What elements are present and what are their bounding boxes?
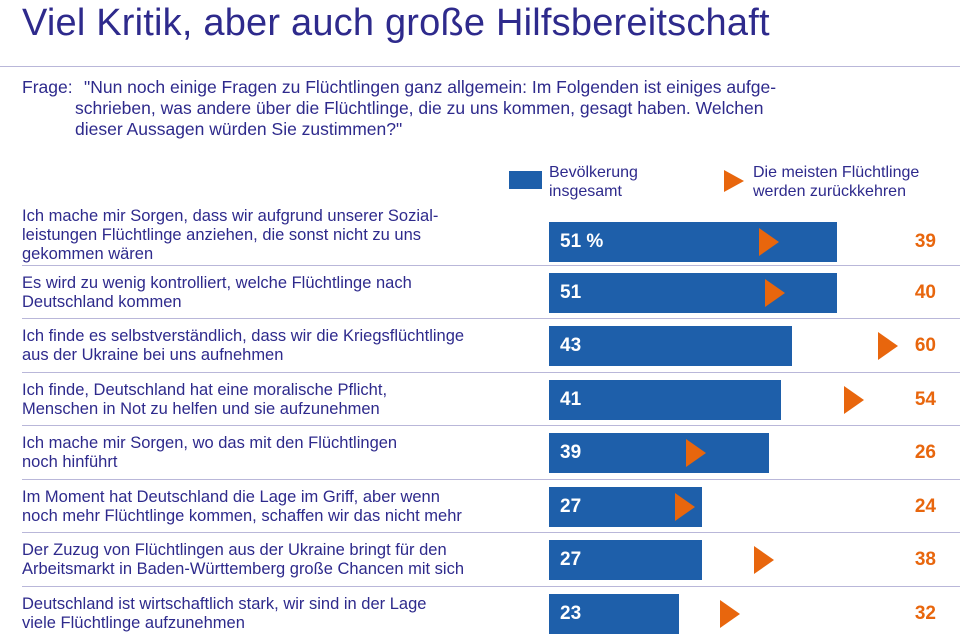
bar-value-label: 23 [560, 603, 582, 624]
bar [549, 326, 792, 366]
bar-value-label: 51 % [560, 231, 604, 252]
chart-title: Viel Kritik, aber auch große Hilfsbereit… [22, 2, 770, 44]
marker-triangle [765, 279, 785, 307]
category-label: Der Zuzug von Flüchtlingen aus der Ukrai… [22, 541, 447, 559]
bar-value-label: 27 [560, 549, 582, 570]
bar [549, 273, 838, 313]
bar-value-label: 51 [560, 282, 582, 303]
marker-value-label: 32 [914, 603, 936, 624]
category-label: noch mehr Flüchtlinge kommen, schaffen w… [22, 507, 462, 525]
row-divider [22, 586, 960, 587]
category-label: Ich mache mir Sorgen, wo das mit den Flü… [22, 434, 398, 452]
marker-value-label: 54 [914, 389, 936, 410]
marker-triangle [719, 600, 740, 628]
marker-value-label: 24 [914, 496, 936, 517]
category-label: Deutschland kommen [22, 293, 182, 311]
bar [549, 594, 679, 634]
question-text-line-1: "Nun noch einige Fragen zu Flüchtlingen … [84, 77, 777, 97]
marker-value-label: 40 [914, 282, 936, 303]
row-divider [22, 372, 960, 373]
marker-value-label: 38 [914, 549, 936, 570]
category-label: aus der Ukraine bei uns aufnehmen [22, 346, 284, 364]
row-divider [22, 479, 960, 480]
legend-bar-swatch [509, 171, 542, 189]
marker-value-label: 26 [914, 442, 936, 463]
bar-value-label: 39 [560, 442, 582, 463]
category-label: gekommen wären [22, 245, 154, 263]
marker-value-label: 60 [914, 335, 936, 356]
legend-bar-label: Bevölkerung insgesamt [549, 164, 638, 200]
bar [549, 380, 781, 420]
category-label: Arbeitsmarkt in Baden-Württemberg große … [22, 560, 465, 578]
row-divider [22, 425, 960, 426]
marker-triangle [759, 228, 780, 256]
legend-triangle-icon [724, 170, 744, 192]
marker-triangle [878, 332, 898, 360]
marker-triangle [753, 546, 774, 574]
row-divider [22, 532, 960, 533]
category-label: viele Flüchtlinge aufzunehmen [22, 614, 245, 632]
bar [549, 433, 770, 473]
row-divider [22, 318, 960, 319]
marker-triangle [844, 386, 865, 414]
question-text-line-2: schrieben, was andere über die Flüchtlin… [75, 98, 764, 118]
bar-value-label: 43 [560, 335, 582, 356]
row-divider [22, 265, 960, 266]
marker-triangle [685, 439, 706, 467]
marker-value-label: 39 [914, 231, 936, 252]
bar-value-label: 27 [560, 496, 582, 517]
bar [549, 222, 838, 262]
question-text-line-3: dieser Aussagen würden Sie zustimmen?" [75, 119, 403, 139]
category-label: Menschen in Not zu helfen und sie aufzun… [22, 400, 380, 418]
category-label: noch hinführt [22, 453, 118, 471]
category-label: leistungen Flüchtlinge anziehen, die son… [22, 226, 422, 244]
category-label: Ich finde, Deutschland hat eine moralisc… [22, 381, 388, 399]
category-label: Deutschland ist wirtschaftlich stark, wi… [22, 595, 427, 613]
category-label: Im Moment hat Deutschland die Lage im Gr… [22, 488, 440, 506]
category-label: Ich mache mir Sorgen, dass wir aufgrund … [22, 207, 439, 225]
legend-marker-label: Die meisten Flüchtlinge werden zurückkeh… [753, 164, 920, 200]
question-label: Frage: [22, 77, 73, 97]
bar [549, 540, 702, 580]
title-divider [0, 66, 960, 67]
bar-value-label: 41 [560, 389, 582, 410]
category-label: Ich finde es selbstverständlich, dass wi… [22, 327, 465, 345]
category-label: Es wird zu wenig kontrolliert, welche Fl… [22, 274, 412, 292]
marker-triangle [674, 493, 695, 521]
